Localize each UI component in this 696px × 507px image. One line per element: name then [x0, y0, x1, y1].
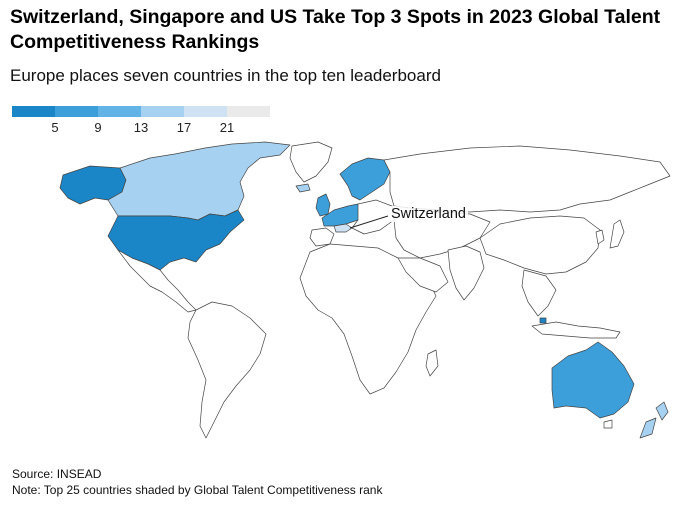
legend-swatch-3	[98, 106, 141, 117]
switzerland-callout: Switzerland	[389, 206, 468, 222]
region-new-zealand	[639, 401, 669, 439]
region-eastern-europe	[351, 199, 395, 235]
region-china	[479, 215, 601, 275]
region-russia	[383, 145, 671, 213]
footnote: Note: Top 25 countries shaded by Global …	[12, 483, 383, 497]
chart-subtitle: Europe places seven countries in the top…	[10, 66, 441, 85]
region-tasmania	[603, 419, 613, 429]
legend-swatch-2	[55, 106, 98, 117]
legend-tick: 17	[176, 120, 192, 135]
legend-tick: 5	[51, 120, 59, 135]
legend-swatch-1	[12, 106, 55, 117]
chart-title: Switzerland, Singapore and US Take Top 3…	[10, 6, 661, 53]
region-iberia	[309, 227, 335, 247]
legend-tick: 9	[94, 120, 102, 135]
region-korea	[595, 229, 605, 245]
region-south-america	[187, 301, 267, 439]
region-india	[447, 245, 485, 301]
region-greenland	[289, 141, 333, 183]
region-canada	[107, 141, 291, 221]
region-nordics	[339, 157, 391, 201]
region-australia	[551, 341, 635, 419]
region-africa	[299, 243, 437, 395]
legend-tick: 13	[133, 120, 149, 135]
region-arabia	[397, 257, 449, 293]
region-uk	[315, 193, 331, 217]
region-singapore	[539, 317, 547, 324]
region-switzerland	[333, 223, 353, 233]
region-indonesia	[531, 321, 621, 339]
legend-swatch-5	[184, 106, 227, 117]
region-iceland	[295, 183, 311, 193]
legend-swatch-4	[141, 106, 184, 117]
legend-tick: 21	[219, 120, 235, 135]
region-japan	[609, 219, 625, 249]
region-southeast-asia	[521, 269, 557, 317]
callout-leader	[349, 215, 389, 229]
legend-swatch-6	[227, 106, 270, 117]
region-madagascar	[425, 349, 439, 377]
world-map	[59, 141, 671, 439]
color-legend: 5 9 13 17 21	[12, 106, 272, 138]
source-note: Source: INSEAD	[12, 467, 102, 481]
